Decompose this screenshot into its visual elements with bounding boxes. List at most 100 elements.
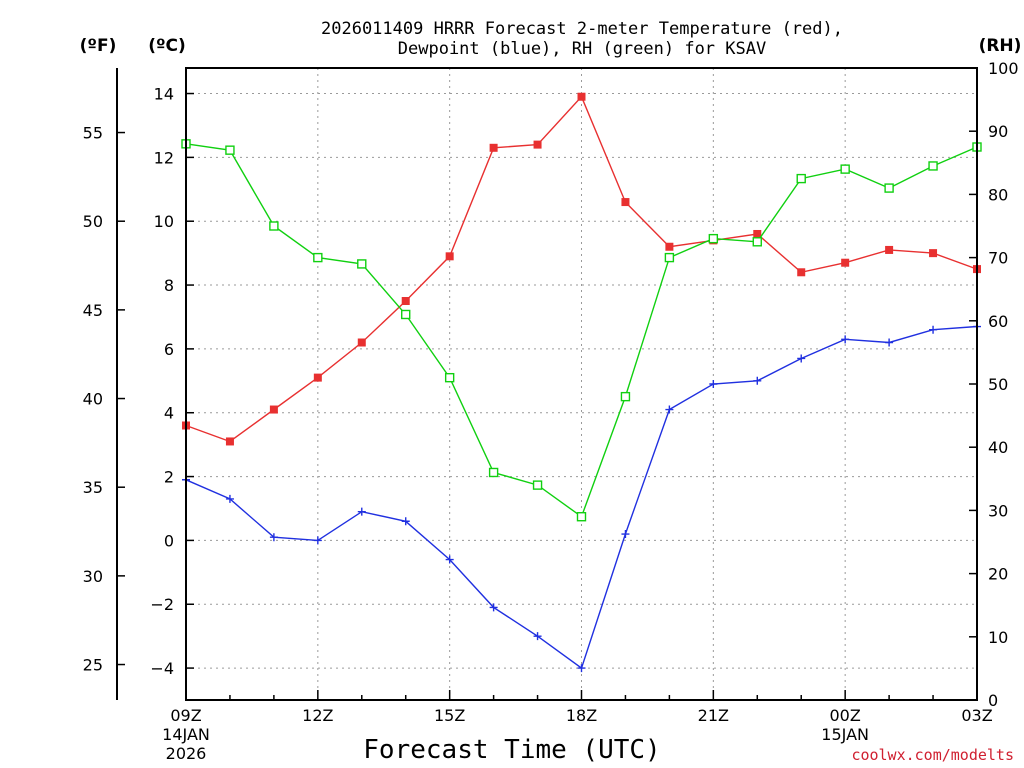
temperature-line [185, 95, 978, 443]
rh-tick-label: 50 [988, 375, 1008, 394]
temperature-point [841, 258, 850, 267]
dewpoint-point [401, 517, 410, 526]
rh-tick-label: 0 [988, 691, 998, 710]
chart-title-line1: 2026011409 HRRR Forecast 2-meter Tempera… [321, 19, 843, 39]
celsius-tick-label: 4 [164, 404, 174, 423]
plot-frame [185, 67, 978, 701]
temperature-point [929, 249, 938, 258]
rh-point [620, 391, 631, 402]
x-axis-title: Forecast Time (UTC) [363, 735, 660, 765]
rh-tick-label: 90 [988, 122, 1008, 141]
rh-tick-label: 20 [988, 565, 1008, 584]
fahrenheit-tick-label: 45 [83, 301, 103, 320]
rh-tick-label: 30 [988, 501, 1008, 520]
temperature-point [313, 373, 322, 382]
rh-axis: 0 10 20 30 40 50 60 70 80 90 100 [969, 59, 1019, 710]
temperature-point [401, 297, 410, 306]
x-tick-label: 21Z [698, 706, 729, 725]
fahrenheit-tick-label: 35 [83, 478, 103, 497]
fahrenheit-tick-label: 30 [83, 567, 103, 586]
rh-point [532, 480, 543, 490]
x-tick-label: 15Z [434, 706, 465, 725]
celsius-tick-label: 0 [164, 531, 174, 550]
series-layer [181, 92, 982, 673]
fahrenheit-unit-label: (ºF) [80, 36, 117, 56]
rh-line [185, 143, 978, 518]
temperature-point [621, 198, 630, 207]
dewpoint-point [489, 603, 498, 612]
temperature-point [357, 338, 366, 347]
dewpoint-point [885, 338, 894, 347]
x-tick-label: 12Z [302, 706, 333, 725]
rh-point [269, 221, 279, 231]
celsius-tick-label: 12 [154, 148, 174, 167]
dewpoint-point [929, 325, 938, 334]
fahrenheit-axis: 25 30 35 40 45 50 55 [83, 68, 125, 700]
x-tick-label: 18Z [566, 706, 597, 725]
rh-point [840, 164, 850, 174]
dewpoint-point [621, 530, 630, 539]
rh-tick-label: 10 [988, 628, 1008, 647]
rh-tick-label: 100 [988, 59, 1019, 78]
rh-point [884, 183, 894, 193]
x-tick-label: 09Z [170, 706, 201, 725]
dewpoint-point [665, 405, 674, 414]
dewpoint-point [313, 536, 322, 545]
x-tick-year-label: 2026 [166, 744, 207, 763]
rh-point [401, 309, 411, 320]
temperature-point [885, 245, 894, 254]
dewpoint-point [357, 507, 366, 516]
fahrenheit-tick-label: 50 [83, 212, 103, 231]
rh-tick-label: 60 [988, 312, 1008, 331]
dewpoint-point [841, 335, 850, 344]
credit-text: coolwx.com/modelts [851, 746, 1014, 764]
celsius-tick-label: −4 [150, 659, 174, 678]
temperature-point [269, 405, 278, 414]
rh-point [796, 173, 806, 184]
celsius-axis: −4 −2 0 2 4 6 8 10 12 14 [150, 85, 194, 678]
celsius-unit-label: (ºC) [148, 36, 186, 56]
temperature-point [533, 140, 542, 149]
temperature-point [489, 143, 498, 152]
temperature-point [225, 437, 234, 446]
rh-point [444, 372, 455, 383]
celsius-tick-label: 14 [154, 85, 174, 104]
celsius-tick-label: −2 [150, 595, 174, 614]
temperature-point [797, 268, 806, 277]
x-tick-date-label: 14JAN [162, 725, 210, 744]
fahrenheit-tick-label: 55 [83, 124, 103, 143]
rh-tick-label: 80 [988, 185, 1008, 204]
rh-point [357, 259, 367, 269]
celsius-tick-label: 10 [154, 212, 174, 231]
temperature-point [665, 242, 674, 251]
temperature-point [577, 92, 586, 101]
rh-point [225, 145, 235, 155]
fahrenheit-tick-label: 40 [83, 390, 103, 409]
dewpoint-point [797, 354, 806, 363]
rh-tick-label: 70 [988, 249, 1008, 268]
x-tick-label: 03Z [961, 706, 992, 725]
temperature-point [753, 229, 762, 238]
dewpoint-point [753, 376, 762, 385]
dewpoint-point [269, 533, 278, 542]
x-tick-date-label: 15JAN [821, 725, 869, 744]
rh-point [313, 252, 323, 263]
celsius-tick-label: 6 [164, 340, 174, 359]
rh-unit-label: (RH) [979, 36, 1022, 56]
rh-point [708, 233, 719, 244]
dewpoint-line [185, 325, 978, 670]
x-tick-label: 00Z [830, 706, 861, 725]
fahrenheit-tick-label: 25 [83, 656, 103, 675]
dewpoint-point [445, 555, 454, 564]
temperature-point [445, 252, 454, 261]
rh-point [664, 252, 675, 263]
rh-point [928, 161, 938, 171]
rh-point [488, 467, 499, 478]
celsius-tick-label: 8 [164, 276, 174, 295]
celsius-tick-label: 2 [164, 468, 174, 487]
dewpoint-point [225, 494, 234, 503]
grid-lines [186, 68, 977, 700]
dewpoint-point [709, 380, 718, 388]
